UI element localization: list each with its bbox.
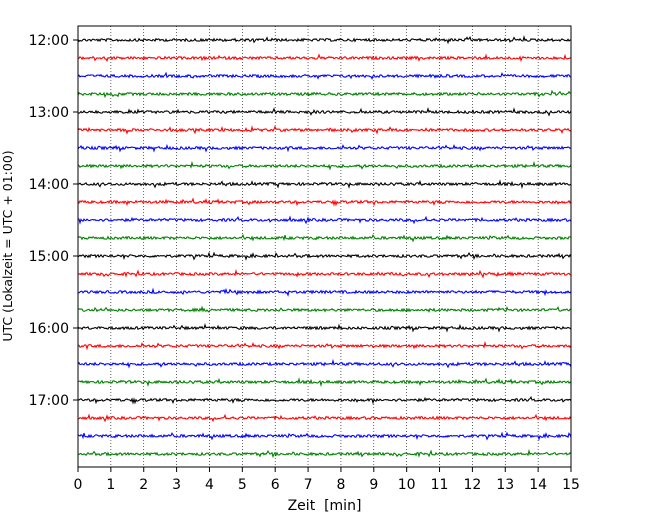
y-tick-label: 14:00 (29, 177, 69, 193)
y-tick-label: 13:00 (29, 105, 69, 121)
x-tick-label: 5 (238, 477, 247, 493)
trace-1600 (77, 323, 572, 333)
trace-1500 (77, 251, 572, 261)
trace-1515 (77, 268, 572, 279)
trace-1430 (77, 215, 572, 225)
x-tick-label: 12 (463, 477, 481, 493)
x-tick-label: 13 (496, 477, 514, 493)
x-tick-label: 1 (106, 477, 115, 493)
trace-1245 (77, 89, 572, 99)
trace-1700 (77, 396, 572, 405)
trace-1200 (77, 35, 572, 45)
trace-1745 (77, 448, 572, 459)
trace-1445 (77, 233, 572, 243)
trace-1400 (77, 179, 572, 190)
trace-1330 (77, 143, 572, 153)
x-tick-label: 2 (139, 477, 148, 493)
x-tick-label: 8 (336, 477, 345, 493)
y-axis-ticks: 12:00 13:00 14:00 15:00 16:00 17:00 (29, 33, 78, 409)
grid-lines (110, 26, 539, 467)
x-tick-label: 4 (205, 477, 214, 493)
seismic-traces (77, 35, 572, 459)
x-tick-label: 9 (369, 477, 378, 493)
y-tick-label: 12:00 (29, 33, 69, 49)
x-tick-label: 15 (562, 477, 580, 493)
trace-1645 (77, 377, 572, 388)
trace-1615 (77, 340, 572, 351)
trace-1300 (77, 107, 572, 117)
x-axis-ticks: 0 1 2 3 4 5 6 7 8 9 10 11 12 13 14 15 (74, 467, 580, 493)
y-tick-label: 15:00 (29, 249, 69, 265)
x-tick-label: 11 (431, 477, 449, 493)
x-axis-label: Zeit [min] (288, 498, 362, 514)
trace-1315 (77, 125, 572, 135)
trace-1545 (77, 305, 571, 314)
trace-1630 (77, 358, 572, 369)
trace-1530 (77, 287, 572, 297)
x-tick-label: 3 (172, 477, 181, 493)
trace-1730 (77, 431, 572, 441)
y-tick-label: 16:00 (29, 321, 69, 337)
trace-1715 (77, 413, 572, 423)
x-tick-label: 0 (74, 477, 83, 493)
trace-1345 (77, 160, 572, 171)
x-tick-label: 14 (529, 477, 547, 493)
x-tick-label: 10 (398, 477, 416, 493)
trace-1415 (77, 197, 572, 207)
x-tick-label: 6 (271, 477, 280, 493)
y-tick-label: 17:00 (29, 393, 69, 409)
trace-1230 (77, 71, 572, 80)
trace-1215 (77, 53, 572, 63)
plot-frame (77, 25, 572, 468)
y-axis-label: UTC (Lokalzeit = UTC + 01:00) (0, 150, 15, 341)
x-tick-label: 7 (304, 477, 313, 493)
